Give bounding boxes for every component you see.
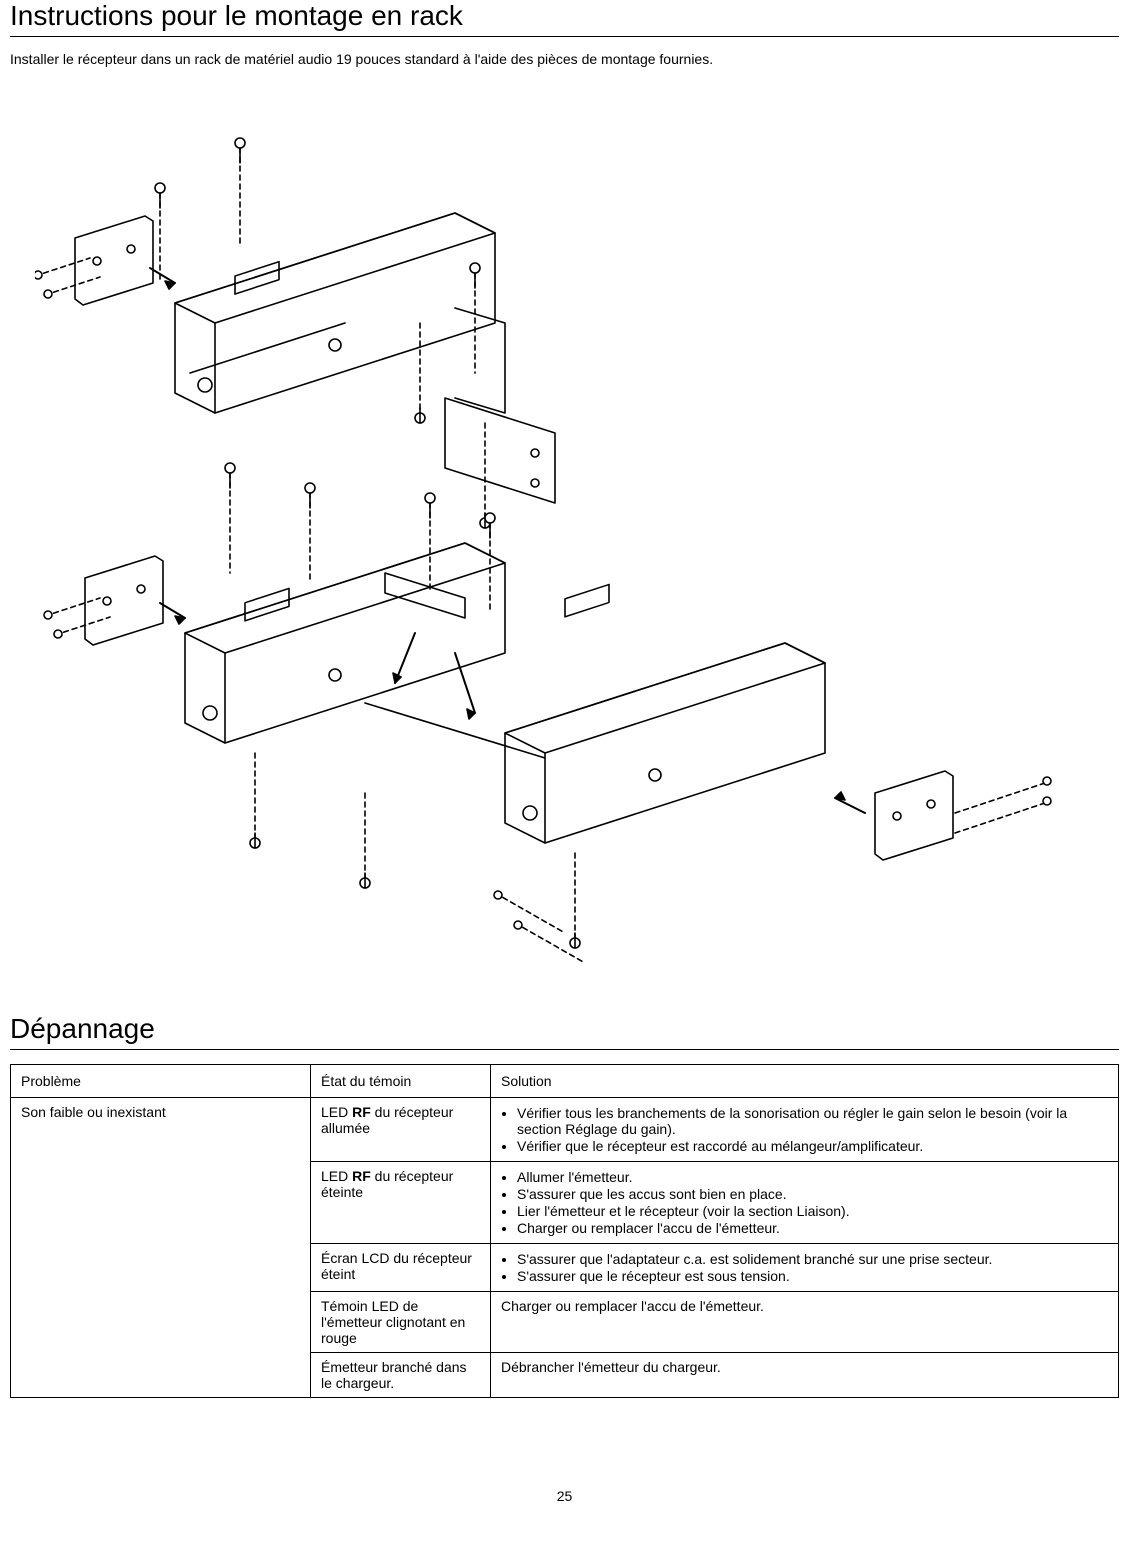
cell-indicator: Écran LCD du récepteur éteint bbox=[311, 1244, 491, 1292]
solution-item: Charger ou remplacer l'accu de l'émetteu… bbox=[517, 1220, 1108, 1236]
rack-mount-diagram bbox=[10, 73, 1119, 1003]
cell-problem: Son faible ou inexistant bbox=[11, 1098, 311, 1398]
solution-item: Vérifier tous les branchements de la son… bbox=[517, 1105, 1108, 1137]
section-title-troubleshoot: Dépannage bbox=[10, 1013, 1119, 1050]
cell-solution: Charger ou remplacer l'accu de l'émetteu… bbox=[491, 1292, 1119, 1353]
cell-solution: Débrancher l'émetteur du chargeur. bbox=[491, 1353, 1119, 1398]
cell-solution: S'assurer que l'adaptateur c.a. est soli… bbox=[491, 1244, 1119, 1292]
header-solution: Solution bbox=[491, 1065, 1119, 1098]
header-indicator: État du témoin bbox=[311, 1065, 491, 1098]
cell-solution: Vérifier tous les branchements de la son… bbox=[491, 1098, 1119, 1162]
cell-indicator: LED RF du récepteur éteinte bbox=[311, 1162, 491, 1244]
solution-item: S'assurer que le récepteur est sous tens… bbox=[517, 1268, 1108, 1284]
cell-solution: Allumer l'émetteur. S'assurer que les ac… bbox=[491, 1162, 1119, 1244]
intro-text: Installer le récepteur dans un rack de m… bbox=[10, 51, 1119, 67]
header-problem: Problème bbox=[11, 1065, 311, 1098]
cell-indicator: LED RF du récepteur allumée bbox=[311, 1098, 491, 1162]
solution-item: Vérifier que le récepteur est raccordé a… bbox=[517, 1138, 1108, 1154]
solution-item: Lier l'émetteur et le récepteur (voir la… bbox=[517, 1203, 1108, 1219]
section-title-rack: Instructions pour le montage en rack bbox=[10, 0, 1119, 37]
table-row: Son faible ou inexistant LED RF du récep… bbox=[11, 1098, 1119, 1162]
page-number: 25 bbox=[10, 1488, 1119, 1504]
solution-item: Allumer l'émetteur. bbox=[517, 1169, 1108, 1185]
solution-item: S'assurer que l'adaptateur c.a. est soli… bbox=[517, 1251, 1108, 1267]
solution-item: S'assurer que les accus sont bien en pla… bbox=[517, 1186, 1108, 1202]
cell-indicator: Témoin LED de l'émetteur clignotant en r… bbox=[311, 1292, 491, 1353]
table-header-row: Problème État du témoin Solution bbox=[11, 1065, 1119, 1098]
cell-indicator: Émetteur branché dans le chargeur. bbox=[311, 1353, 491, 1398]
troubleshooting-table: Problème État du témoin Solution Son fai… bbox=[10, 1064, 1119, 1398]
